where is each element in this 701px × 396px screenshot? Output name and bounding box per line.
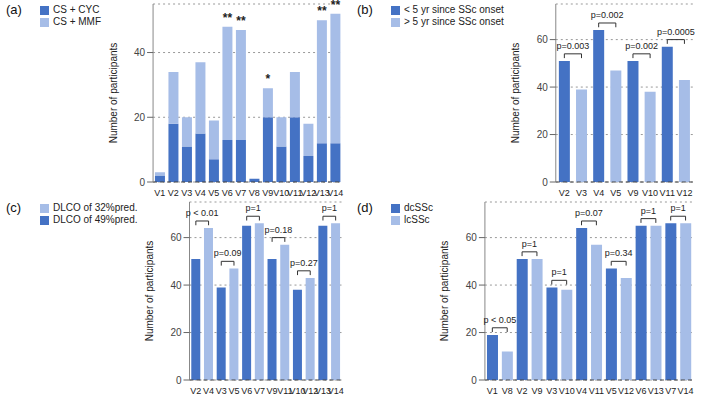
svg-text:60: 60 xyxy=(170,232,182,243)
svg-text:p=0.0005: p=0.0005 xyxy=(657,27,693,37)
svg-text:V9: V9 xyxy=(627,188,638,198)
svg-text:0: 0 xyxy=(140,177,146,188)
svg-text:V2: V2 xyxy=(190,386,201,396)
svg-text:p=0.18: p=0.18 xyxy=(265,225,293,235)
svg-text:60: 60 xyxy=(537,34,549,45)
svg-text:p=0.003: p=0.003 xyxy=(557,41,590,51)
html-text:CS + MMF: CS + MMF xyxy=(53,16,102,27)
svg-text:V11: V11 xyxy=(589,386,604,396)
svg-text:V2: V2 xyxy=(168,188,179,198)
svg-text:V5: V5 xyxy=(610,188,621,198)
svg-text:V4: V4 xyxy=(203,386,214,396)
svg-text:V9: V9 xyxy=(262,188,273,198)
svg-text:**: ** xyxy=(236,14,246,28)
svg-text:20: 20 xyxy=(466,327,478,338)
svg-text:V5: V5 xyxy=(228,386,239,396)
svg-text:V7: V7 xyxy=(235,188,246,198)
svg-text:p=0.09: p=0.09 xyxy=(214,248,242,258)
svg-text:V3: V3 xyxy=(181,188,192,198)
svg-text:V7: V7 xyxy=(665,386,676,396)
svg-text:V6: V6 xyxy=(635,386,646,396)
svg-text:V3: V3 xyxy=(576,188,587,198)
svg-text:Number of participants: Number of participants xyxy=(108,43,119,144)
svg-text:V7: V7 xyxy=(254,386,265,396)
html-text:DLCO of 49%pred.: DLCO of 49%pred. xyxy=(53,214,138,225)
svg-text:V3: V3 xyxy=(216,386,227,396)
svg-text:0: 0 xyxy=(471,375,477,386)
svg-text:**: ** xyxy=(317,4,327,18)
svg-text:V1: V1 xyxy=(487,386,498,396)
svg-text:Number of participants: Number of participants xyxy=(510,43,521,144)
svg-text:p=0.34: p=0.34 xyxy=(605,248,633,258)
svg-text:V14: V14 xyxy=(678,386,693,396)
svg-text:40: 40 xyxy=(466,280,478,291)
svg-text:p < 0.05: p < 0.05 xyxy=(483,315,516,325)
svg-text:p < 0.01: p < 0.01 xyxy=(186,208,219,218)
svg-text:V2: V2 xyxy=(517,386,528,396)
svg-text:0: 0 xyxy=(542,177,548,188)
svg-text:V4: V4 xyxy=(593,188,604,198)
svg-text:p=1: p=1 xyxy=(322,203,337,213)
svg-text:V14: V14 xyxy=(328,386,344,396)
svg-text:V14: V14 xyxy=(327,188,343,198)
svg-text:p=0.002: p=0.002 xyxy=(591,10,624,20)
svg-text:V3: V3 xyxy=(546,386,557,396)
svg-text:Number of participants: Number of participants xyxy=(144,241,155,342)
html-text:> 5 yr since SSc onset: > 5 yr since SSc onset xyxy=(404,16,504,27)
html-text:DLCO of 32%pred.: DLCO of 32%pred. xyxy=(53,202,138,213)
svg-text:0: 0 xyxy=(176,375,182,386)
svg-text:V6: V6 xyxy=(241,386,252,396)
svg-text:40: 40 xyxy=(170,280,182,291)
svg-text:p=0.27: p=0.27 xyxy=(290,258,318,268)
svg-text:V11: V11 xyxy=(660,188,675,198)
html-text:(d): (d) xyxy=(357,200,373,215)
html-text:(b): (b) xyxy=(357,2,373,17)
svg-text:V13: V13 xyxy=(648,386,664,396)
svg-text:V10: V10 xyxy=(559,386,575,396)
svg-text:V2: V2 xyxy=(559,188,570,198)
html-text:dcSSc: dcSSc xyxy=(404,202,433,213)
svg-text:p=1: p=1 xyxy=(641,206,656,216)
svg-text:20: 20 xyxy=(170,327,182,338)
html-text:CS + CYC: CS + CYC xyxy=(53,4,100,15)
svg-text:p=1: p=1 xyxy=(670,203,685,213)
svg-text:V9: V9 xyxy=(267,386,278,396)
svg-text:*: * xyxy=(266,72,271,86)
svg-text:V8: V8 xyxy=(249,188,260,198)
svg-text:20: 20 xyxy=(537,129,549,140)
svg-text:V5: V5 xyxy=(606,386,617,396)
svg-text:20: 20 xyxy=(134,112,146,123)
svg-text:p=0.07: p=0.07 xyxy=(575,208,603,218)
svg-text:V10: V10 xyxy=(642,188,658,198)
svg-text:V4: V4 xyxy=(195,188,206,198)
svg-text:V4: V4 xyxy=(576,386,587,396)
svg-text:V6: V6 xyxy=(222,188,233,198)
svg-text:V8: V8 xyxy=(502,386,513,396)
svg-text:Number of participants: Number of participants xyxy=(439,241,450,342)
html-text:lcSSc: lcSSc xyxy=(404,214,430,225)
html-text:< 5 yr since SSc onset: < 5 yr since SSc onset xyxy=(404,4,504,15)
svg-text:V12: V12 xyxy=(676,188,692,198)
svg-text:60: 60 xyxy=(466,232,478,243)
svg-text:p=0.002: p=0.002 xyxy=(625,41,658,51)
svg-text:p=1: p=1 xyxy=(552,267,567,277)
svg-text:V12: V12 xyxy=(618,386,634,396)
svg-text:V9: V9 xyxy=(531,386,542,396)
html-text:(a): (a) xyxy=(6,2,22,17)
svg-text:**: ** xyxy=(331,0,341,12)
svg-text:p=1: p=1 xyxy=(522,239,537,249)
svg-text:V5: V5 xyxy=(208,188,219,198)
svg-text:40: 40 xyxy=(134,47,146,58)
svg-text:**: ** xyxy=(223,11,233,25)
svg-text:p=1: p=1 xyxy=(245,203,260,213)
html-text:(c): (c) xyxy=(6,200,22,215)
svg-text:40: 40 xyxy=(537,82,549,93)
svg-text:V1: V1 xyxy=(154,188,165,198)
